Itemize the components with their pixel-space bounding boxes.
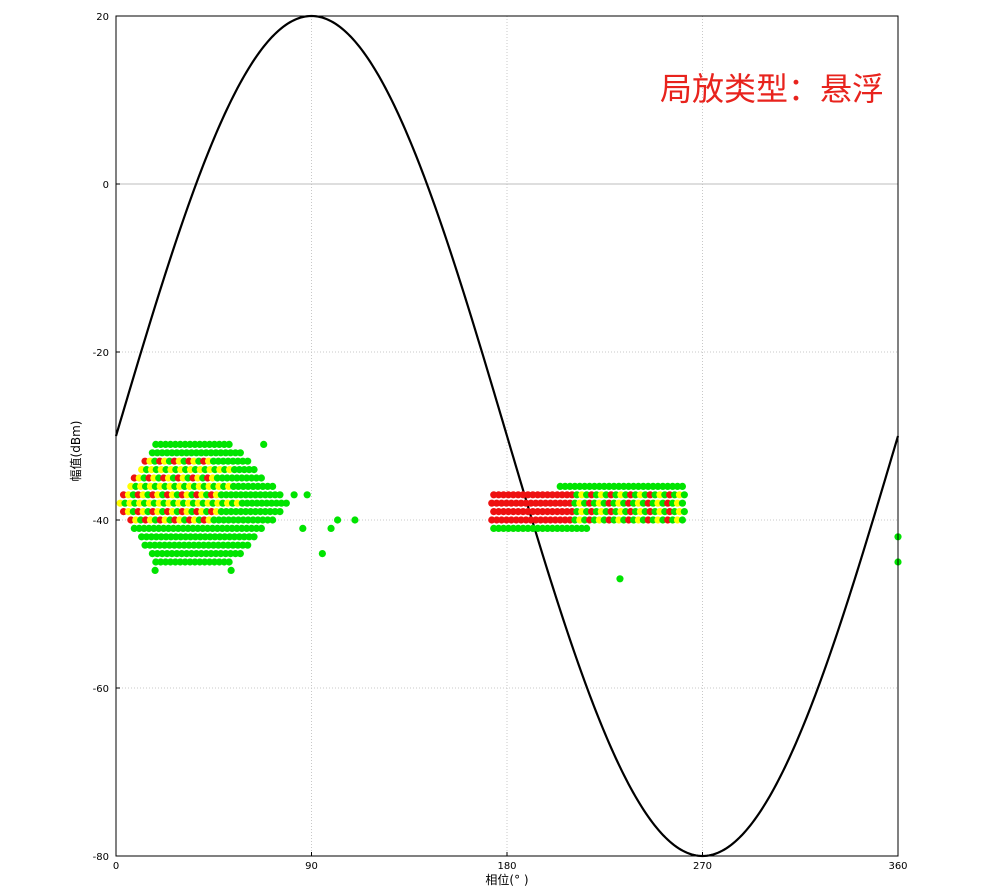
data-point [680,508,688,516]
data-point [244,457,252,465]
discharge-type-annotation: 局放类型：悬浮 [660,70,884,108]
data-point [303,491,311,499]
y-tick-label: -60 [93,684,109,695]
y-axis-label: 幅值(dBm) [68,421,83,482]
data-point [250,466,258,474]
data-point [276,508,284,516]
x-tick-label: 270 [693,861,712,872]
data-point [680,491,688,499]
data-point [257,524,265,533]
data-point [250,533,258,541]
data-point [244,541,252,549]
data-point [269,516,277,524]
x-tick-label: 180 [497,861,516,872]
data-point [290,491,298,499]
data-point [257,474,265,482]
data-point [299,524,307,533]
data-point [327,524,335,533]
data-point [225,440,233,448]
data-point [225,558,233,566]
y-tick-label: -40 [93,516,109,527]
data-point [276,491,284,499]
y-tick-label: 20 [96,12,109,23]
y-tick-label: 0 [103,180,109,191]
data-point [269,482,277,490]
x-tick-label: 90 [305,861,318,872]
data-point [678,516,687,524]
scatter-points [116,440,902,583]
data-point [227,566,235,575]
data-point [333,516,342,524]
data-point [151,566,159,575]
data-point [678,499,687,507]
x-tick-label: 360 [888,861,907,872]
x-axis-ticks: 0 90 180 270 360 [113,852,908,872]
data-point [260,440,268,448]
y-axis-ticks: 20 0 -20 -40 -60 -80 [93,12,120,863]
data-point [282,499,290,507]
y-tick-label: -80 [93,852,109,863]
data-point [616,575,624,583]
data-point [678,482,687,490]
data-point [351,516,359,524]
x-axis-label: 相位(° ) [485,872,528,887]
data-point [236,550,244,558]
reference-sine-layer [114,14,900,858]
data-point [318,550,326,558]
reference-sine-curve [114,14,900,858]
data-point [236,449,244,457]
y-tick-label: -20 [93,348,109,359]
x-tick-label: 0 [113,861,119,872]
data-point [583,524,591,533]
